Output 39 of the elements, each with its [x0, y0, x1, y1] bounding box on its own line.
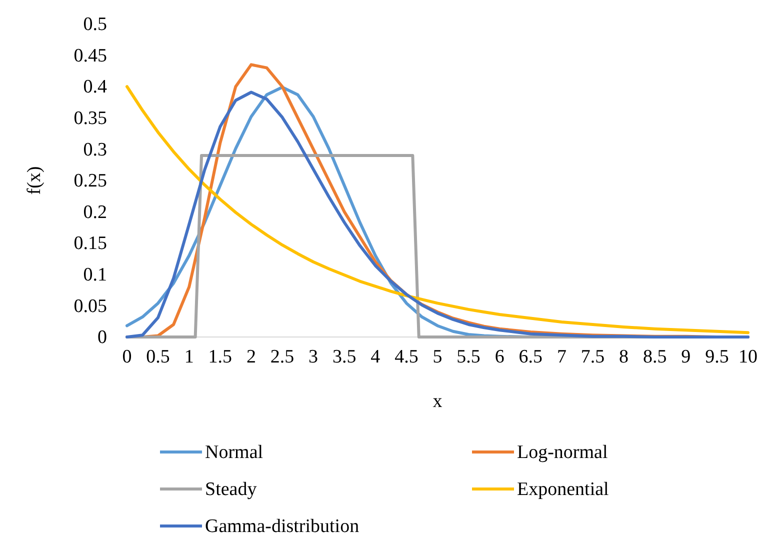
x-tick-label: 4.5 [394, 346, 418, 368]
x-tick-label: 9.5 [705, 346, 729, 368]
x-tick-label: 7 [556, 346, 566, 368]
y-tick-label: 0.25 [74, 170, 107, 192]
y-tick-label: 0.1 [83, 264, 107, 286]
x-tick-label: 2 [246, 346, 256, 368]
x-tick-label: 8.5 [642, 346, 667, 368]
x-tick-label: 0.5 [146, 346, 170, 368]
y-tick-label: 0.05 [74, 296, 107, 317]
x-tick-label: 3 [308, 346, 318, 368]
x-tick-label: 6.5 [518, 346, 543, 368]
x-tick-label: 5 [432, 346, 442, 368]
x-tick-label: 2.5 [270, 346, 294, 368]
y-tick-label: 0.5 [83, 14, 107, 36]
x-tick-label: 4 [370, 346, 381, 368]
y-tick-label: 0.15 [74, 233, 107, 254]
x-tick-label: 3.5 [332, 346, 356, 368]
legend-label: Normal [205, 442, 264, 463]
x-tick-label: 8 [619, 346, 629, 368]
y-tick-label: 0.3 [83, 139, 107, 160]
x-tick-label: 10 [738, 346, 758, 368]
y-tick-label: 0.2 [83, 202, 107, 223]
x-tick-label: 5.5 [456, 346, 480, 368]
x-tick-label: 6 [494, 346, 504, 368]
x-tick-label: 1 [184, 346, 194, 368]
y-tick-label: 0 [98, 327, 107, 348]
legend-label: Exponential [517, 479, 609, 500]
y-tick-label: 0.4 [83, 76, 108, 98]
legend-label: Steady [205, 479, 258, 500]
x-tick-label: 7.5 [580, 346, 605, 368]
x-tick-label: 0 [122, 346, 132, 368]
x-tick-label: 1.5 [208, 346, 232, 368]
y-axis-title: f(x) [24, 166, 45, 195]
y-tick-label: 0.35 [74, 108, 107, 129]
legend-label: Gamma-distribution [205, 516, 360, 537]
legend-label: Log-normal [517, 442, 608, 463]
x-tick-label: 9 [681, 346, 691, 368]
y-tick-label: 0.45 [74, 45, 107, 66]
x-axis-title: x [432, 391, 443, 412]
